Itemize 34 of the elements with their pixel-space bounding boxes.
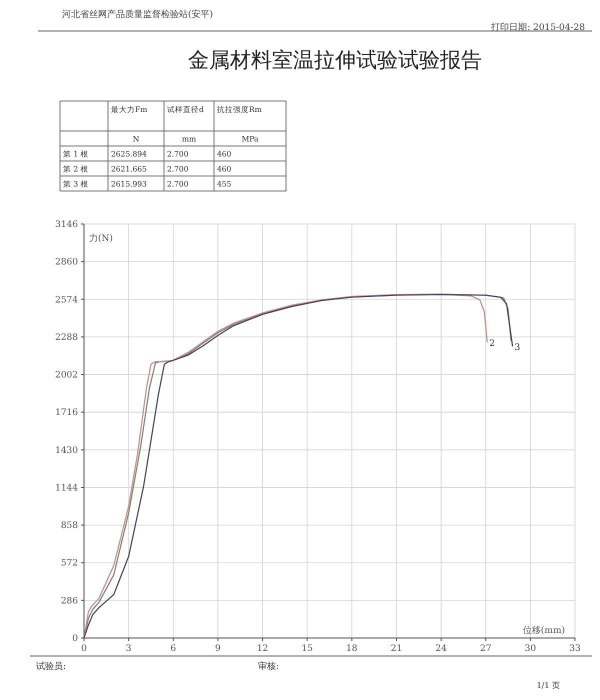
y-tick-label: 2574 — [55, 295, 78, 306]
text: 试验员: — [36, 661, 66, 672]
x-axis-title: 位移(mm) — [522, 625, 565, 636]
y-tick-label: 3146 — [55, 220, 78, 230]
y-tick-label: 1430 — [55, 446, 78, 456]
x-tick-label: 30 — [524, 644, 536, 654]
x-tick-label: 33 — [569, 644, 581, 654]
y-tick-label: 858 — [60, 521, 78, 532]
x-tick-label: 9 — [215, 644, 222, 654]
text: 打印日期: 2015-04-28 — [490, 22, 586, 33]
x-tick-label: 18 — [346, 644, 358, 654]
series-label: 2 — [489, 338, 495, 349]
x-tick-label: 27 — [480, 644, 492, 654]
x-tick-label: 24 — [435, 644, 448, 654]
y-tick-label: 286 — [60, 596, 78, 606]
x-tick-label: 21 — [390, 644, 402, 654]
text: 金属材料室温拉伸试验试验报告 — [188, 48, 482, 72]
series-label: 3 — [514, 342, 521, 353]
text: 审核: — [258, 661, 280, 672]
x-tick-label: 3 — [126, 644, 132, 654]
y-tick-label: 2002 — [55, 370, 78, 381]
y-tick-label: 2860 — [55, 258, 78, 268]
x-tick-label: 15 — [301, 644, 314, 654]
y-tick-label: 1716 — [55, 408, 78, 418]
y-axis-title: 力(N) — [89, 233, 113, 244]
y-tick-label: 1144 — [55, 483, 78, 494]
y-tick-label: 572 — [60, 558, 78, 569]
x-tick-label: 6 — [170, 644, 176, 654]
text: 河北省丝网产品质量监督检验站(安平) — [62, 9, 214, 20]
text: 1/1 页 — [536, 681, 560, 690]
y-tick-label: 0 — [72, 634, 78, 644]
y-tick-label: 2288 — [55, 332, 78, 343]
x-tick-label: 0 — [81, 644, 88, 654]
x-tick-label: 12 — [256, 644, 268, 654]
